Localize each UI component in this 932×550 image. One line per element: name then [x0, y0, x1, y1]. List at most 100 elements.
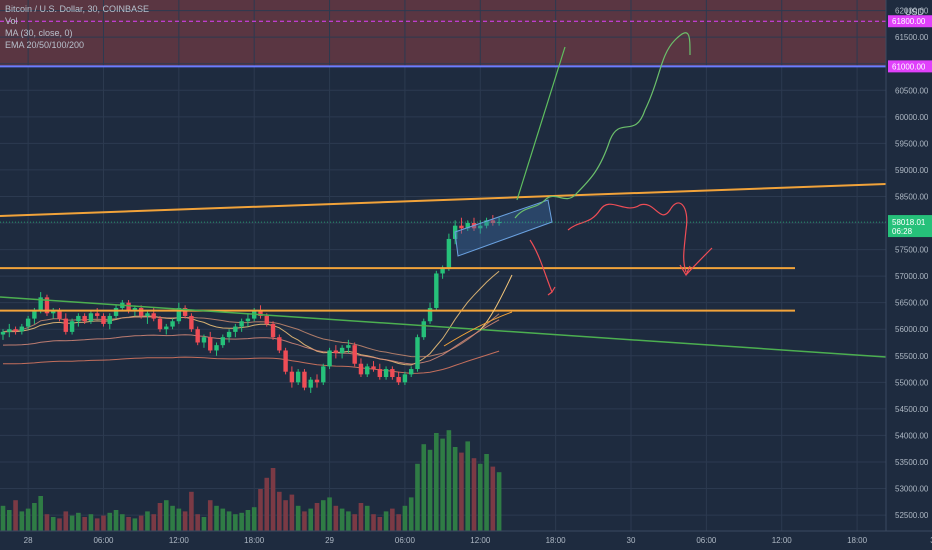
- trendline-orange-rising[interactable]: [0, 183, 887, 217]
- candle-body[interactable]: [446, 238, 452, 269]
- candle-body[interactable]: [302, 371, 307, 388]
- candle-body[interactable]: [321, 366, 326, 383]
- candle-body[interactable]: [239, 321, 244, 327]
- candle-body[interactable]: [145, 313, 150, 316]
- candle-body[interactable]: [339, 347, 345, 354]
- volume-bar: [452, 447, 458, 531]
- bearish-scenario-path[interactable]: [567, 202, 713, 277]
- candle-body[interactable]: [44, 297, 50, 314]
- price-scale-panel[interactable]: [886, 0, 932, 550]
- candle-body[interactable]: [76, 315, 81, 322]
- candle-body[interactable]: [88, 313, 94, 322]
- candle-body[interactable]: [132, 307, 138, 311]
- candle-body[interactable]: [7, 329, 12, 332]
- price-tick-label: 58500.00: [895, 192, 929, 201]
- candle-body[interactable]: [478, 225, 483, 229]
- candle-body[interactable]: [0, 331, 6, 335]
- candle-body[interactable]: [371, 366, 376, 370]
- candle-body[interactable]: [383, 369, 389, 378]
- candle-body[interactable]: [51, 310, 56, 314]
- candle-body[interactable]: [182, 307, 188, 316]
- candle-body[interactable]: [201, 337, 207, 343]
- candle-body[interactable]: [38, 297, 43, 311]
- candle-body[interactable]: [415, 337, 420, 370]
- resistance-top-price-tag[interactable]: 61800.00: [892, 17, 926, 26]
- candle-body[interactable]: [63, 318, 68, 332]
- candle-body[interactable]: [270, 323, 276, 338]
- candle-body[interactable]: [434, 273, 439, 308]
- candle-body[interactable]: [484, 220, 489, 226]
- candle-body[interactable]: [107, 315, 112, 324]
- candle-body[interactable]: [189, 315, 194, 330]
- candle-body[interactable]: [113, 307, 119, 316]
- volume-bar: [201, 517, 207, 531]
- ema-indicator-label[interactable]: EMA 20/50/100/200: [5, 40, 85, 50]
- candle-body[interactable]: [195, 329, 200, 343]
- trendline-green-falling[interactable]: [0, 296, 887, 358]
- candle-body[interactable]: [101, 315, 106, 324]
- candle-body[interactable]: [346, 345, 351, 348]
- candle-body[interactable]: [157, 318, 163, 330]
- candle-body[interactable]: [314, 379, 320, 383]
- candle-body[interactable]: [308, 379, 313, 388]
- currency-label[interactable]: USD: [904, 7, 924, 17]
- candle-body[interactable]: [421, 321, 426, 338]
- candle-body[interactable]: [427, 307, 433, 322]
- resistance-bottom-price-tag[interactable]: 61000.00: [892, 62, 926, 71]
- candle-body[interactable]: [32, 310, 37, 319]
- candle-body[interactable]: [402, 374, 408, 383]
- last-price-tag-box[interactable]: [888, 215, 932, 238]
- candle-body[interactable]: [233, 326, 238, 332]
- candle-body[interactable]: [365, 366, 370, 375]
- bearish-arrow-1[interactable]: [529, 239, 556, 296]
- candle-body[interactable]: [264, 315, 269, 324]
- candle-body[interactable]: [289, 371, 295, 383]
- time-axis-panel[interactable]: [0, 531, 932, 550]
- volume-indicator-label[interactable]: Vol: [5, 16, 18, 26]
- candle-body[interactable]: [208, 337, 213, 351]
- resistance-bottom-price-tag-box[interactable]: [888, 60, 932, 73]
- candle-body[interactable]: [214, 345, 219, 351]
- candle-body[interactable]: [396, 377, 401, 383]
- candle-body[interactable]: [295, 371, 301, 383]
- volume-bar: [308, 508, 314, 531]
- candle-body[interactable]: [226, 331, 232, 338]
- candle-body[interactable]: [220, 337, 225, 346]
- candle-body[interactable]: [126, 302, 131, 311]
- resistance-top-price-tag-box[interactable]: [888, 15, 932, 28]
- candle-body[interactable]: [459, 225, 464, 229]
- candle-body[interactable]: [170, 321, 175, 327]
- candle-body[interactable]: [409, 369, 414, 375]
- candle-body[interactable]: [277, 337, 282, 351]
- candle-body[interactable]: [151, 313, 156, 319]
- candle-body[interactable]: [333, 350, 339, 354]
- candle-body[interactable]: [13, 329, 18, 332]
- candle-body[interactable]: [283, 350, 288, 372]
- candle-body[interactable]: [19, 326, 25, 332]
- candle-body[interactable]: [377, 369, 382, 378]
- candle-body[interactable]: [57, 310, 62, 319]
- candle-body[interactable]: [496, 222, 502, 224]
- candle-body[interactable]: [164, 326, 169, 330]
- candle-body[interactable]: [25, 318, 31, 327]
- candle-body[interactable]: [82, 315, 87, 322]
- bullish-scenario-path[interactable]: [514, 32, 691, 219]
- candle-body[interactable]: [327, 350, 332, 367]
- last-price-tag[interactable]: 58018.01: [892, 218, 926, 227]
- candle-body[interactable]: [358, 363, 364, 375]
- ma-indicator-label[interactable]: MA (30, close, 0): [5, 28, 73, 38]
- symbol-title[interactable]: Bitcoin / U.S. Dollar, 30, COINBASE: [5, 4, 150, 14]
- candle-body[interactable]: [176, 307, 182, 322]
- candle-body[interactable]: [245, 318, 251, 322]
- candle-body[interactable]: [352, 345, 357, 364]
- candle-body[interactable]: [440, 268, 445, 274]
- candle-body[interactable]: [258, 310, 263, 316]
- candle-body[interactable]: [138, 307, 144, 316]
- candle-body[interactable]: [69, 321, 75, 332]
- candle-body[interactable]: [465, 223, 470, 229]
- candle-body[interactable]: [95, 313, 100, 316]
- projection-line-green[interactable]: [516, 46, 566, 201]
- candle-body[interactable]: [390, 369, 395, 378]
